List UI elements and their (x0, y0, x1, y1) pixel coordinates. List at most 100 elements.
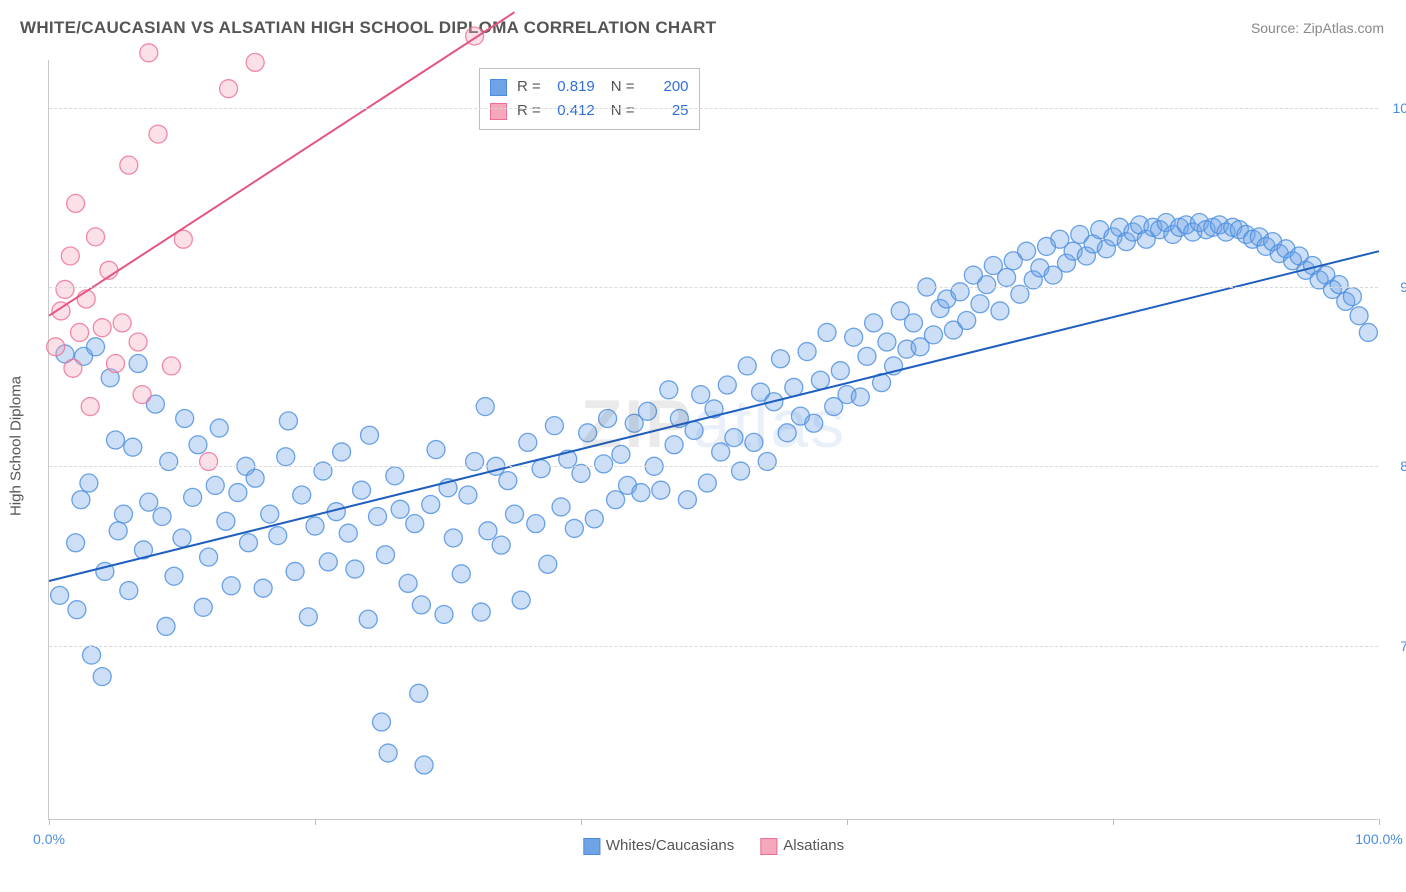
data-point (476, 398, 494, 416)
data-point (376, 546, 394, 564)
x-tick-mark (1379, 819, 1380, 825)
data-point (519, 433, 537, 451)
data-point (878, 333, 896, 351)
data-point (998, 268, 1016, 286)
data-point (68, 601, 86, 619)
data-point (306, 517, 324, 535)
data-point (373, 713, 391, 731)
data-point (660, 381, 678, 399)
data-point (314, 462, 332, 480)
data-point (107, 431, 125, 449)
data-point (452, 565, 470, 583)
data-point (67, 534, 85, 552)
data-point (410, 684, 428, 702)
data-point (359, 610, 377, 628)
series-legend: Whites/CaucasiansAlsatians (583, 837, 844, 855)
data-point (585, 510, 603, 528)
data-point (153, 507, 171, 525)
data-point (435, 605, 453, 623)
chart-container: WHITE/CAUCASIAN VS ALSATIAN HIGH SCHOOL … (0, 0, 1406, 892)
data-point (565, 519, 583, 537)
data-point (632, 484, 650, 502)
data-point (712, 443, 730, 461)
data-point (492, 536, 510, 554)
data-point (140, 493, 158, 511)
data-point (805, 414, 823, 432)
data-point (732, 462, 750, 480)
data-point (162, 357, 180, 375)
data-point (87, 228, 105, 246)
data-point (1018, 242, 1036, 260)
data-point (391, 500, 409, 518)
data-point (758, 453, 776, 471)
data-point (532, 460, 550, 478)
data-point (240, 534, 258, 552)
data-point (333, 443, 351, 461)
data-point (93, 668, 111, 686)
data-point (160, 453, 178, 471)
data-point (415, 756, 433, 774)
legend-swatch (490, 103, 507, 120)
legend-swatch (583, 838, 600, 855)
data-point (229, 484, 247, 502)
data-point (865, 314, 883, 332)
data-point (261, 505, 279, 523)
data-point (293, 486, 311, 504)
data-point (189, 436, 207, 454)
y-tick-label: 92.5% (1382, 279, 1406, 295)
y-tick-label: 100.0% (1382, 100, 1406, 116)
data-point (133, 386, 151, 404)
data-point (545, 417, 563, 435)
data-point (51, 586, 69, 604)
data-point (246, 469, 264, 487)
stats-legend-box: R =0.819N =200R =0.412N =25 (479, 68, 700, 130)
data-point (459, 486, 477, 504)
data-point (991, 302, 1009, 320)
data-point (64, 359, 82, 377)
data-point (120, 582, 138, 600)
data-point (369, 507, 387, 525)
data-point (279, 412, 297, 430)
data-point (184, 488, 202, 506)
data-point (173, 529, 191, 547)
data-point (552, 498, 570, 516)
gridline (49, 646, 1378, 647)
data-point (612, 445, 630, 463)
data-point (1350, 307, 1368, 325)
data-point (652, 481, 670, 499)
data-point (124, 438, 142, 456)
data-point (678, 491, 696, 509)
stats-row: R =0.819N =200 (490, 75, 689, 99)
gridline (49, 466, 1378, 467)
data-point (83, 646, 101, 664)
data-point (406, 515, 424, 533)
data-point (176, 409, 194, 427)
data-point (811, 371, 829, 389)
data-point (595, 455, 613, 473)
data-point (978, 276, 996, 294)
data-point (499, 472, 517, 490)
data-point (924, 326, 942, 344)
stats-row: R =0.412N =25 (490, 99, 689, 123)
data-point (353, 481, 371, 499)
data-point (778, 424, 796, 442)
data-point (206, 476, 224, 494)
gridline (49, 287, 1378, 288)
data-point (422, 496, 440, 514)
data-point (412, 596, 430, 614)
data-point (222, 577, 240, 595)
data-point (77, 290, 95, 308)
x-tick-mark (49, 819, 50, 825)
data-point (339, 524, 357, 542)
data-point (1359, 323, 1377, 341)
data-point (140, 44, 158, 62)
gridline (49, 108, 1378, 109)
data-point (506, 505, 524, 523)
plot-area: ZIPatlas R =0.819N =200R =0.412N =25 Whi… (48, 60, 1378, 820)
y-tick-label: 85.0% (1382, 458, 1406, 474)
data-point (277, 448, 295, 466)
data-point (1343, 288, 1361, 306)
data-point (698, 474, 716, 492)
data-point (599, 409, 617, 427)
data-point (107, 355, 125, 373)
